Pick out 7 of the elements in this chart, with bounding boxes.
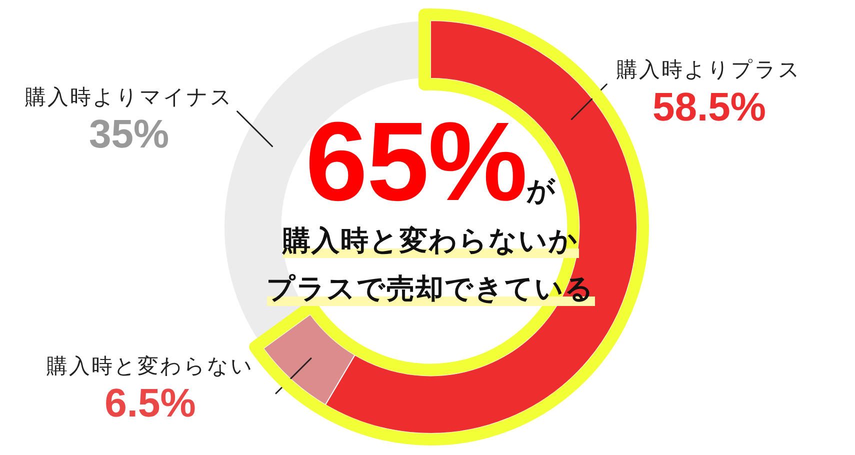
slice-label: 購入時よりプラス <box>616 58 802 82</box>
data-label: 6.5% <box>104 381 196 426</box>
text: 65%が <box>305 99 556 224</box>
slice-label: 購入時よりマイナス <box>24 84 234 109</box>
data-label: 58.5% <box>652 85 766 130</box>
data-label: 35% <box>88 112 170 156</box>
slice-label: 購入時と変わらない <box>46 354 254 378</box>
